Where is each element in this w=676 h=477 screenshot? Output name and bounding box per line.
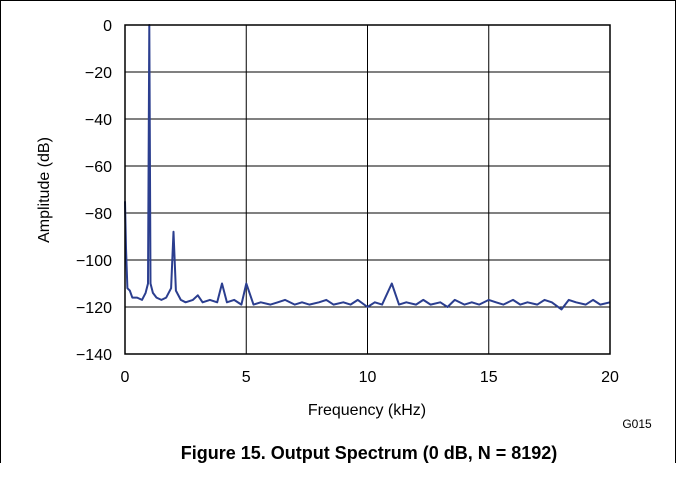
figure-caption: Figure 15. Output Spectrum (0 dB, N = 81… xyxy=(181,443,558,463)
y-tick-labels: 0 −20 −40 −60 −80 −100 −120 −140 xyxy=(76,18,112,364)
x-axis-label: Frequency (kHz) xyxy=(308,402,426,419)
y-tick-label: −100 xyxy=(76,253,112,270)
y-tick-label: −140 xyxy=(76,347,112,364)
plot-border xyxy=(124,24,611,355)
y-axis-label: Amplitude (dB) xyxy=(36,137,53,243)
x-tick-label: 10 xyxy=(359,369,377,386)
figure-frame-top xyxy=(0,0,676,1)
y-tick-label: 0 xyxy=(103,18,112,35)
grid-lines xyxy=(125,25,610,354)
figure-code: G015 xyxy=(622,417,652,431)
x-tick-label: 5 xyxy=(242,369,251,386)
x-tick-labels: 0 5 10 15 20 xyxy=(121,369,619,386)
y-tick-label: −120 xyxy=(76,300,112,317)
x-tick-label: 0 xyxy=(121,369,130,386)
spectrum-series-line xyxy=(124,24,611,311)
figure-frame-left xyxy=(0,0,1,463)
y-tick-label: −20 xyxy=(85,65,112,82)
y-tick-label: −40 xyxy=(85,112,112,129)
y-tick-label: −80 xyxy=(85,206,112,223)
x-tick-label: 20 xyxy=(601,369,619,386)
x-tick-label: 15 xyxy=(480,369,498,386)
y-tick-label: −60 xyxy=(85,159,112,176)
